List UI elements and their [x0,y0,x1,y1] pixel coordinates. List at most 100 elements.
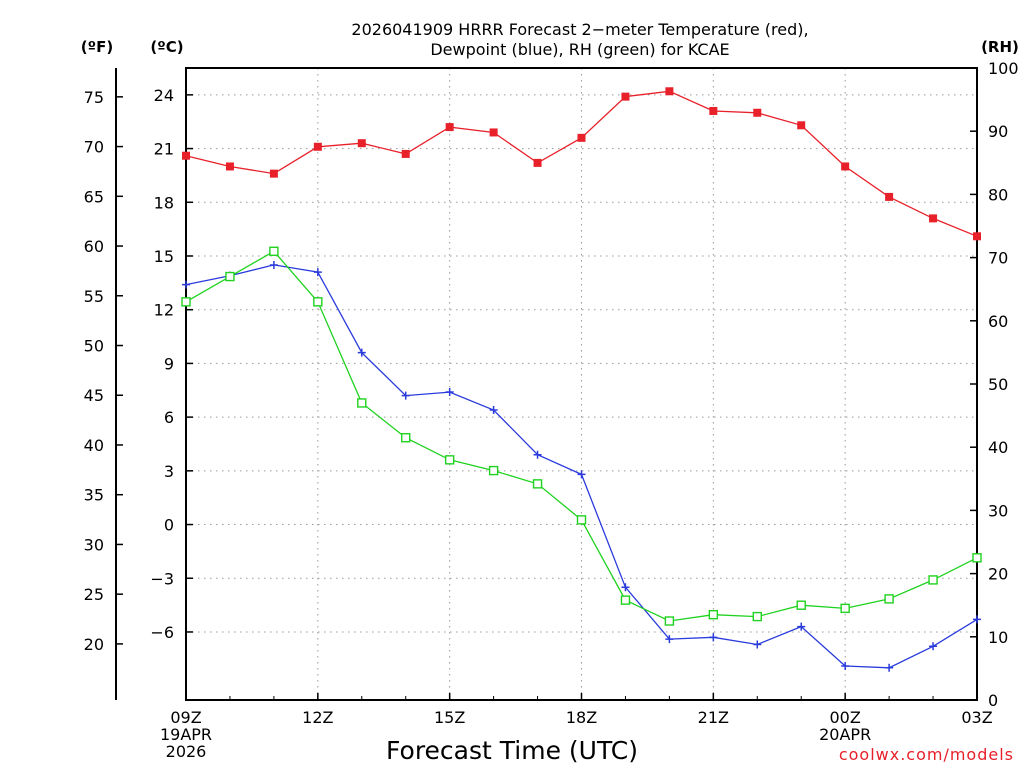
rh-tick-label: 70 [988,249,1008,268]
dewpoint-point [533,450,542,459]
dewpoint-point [269,260,278,269]
time-tick-label: 21Z [698,708,729,727]
dewpoint-point [313,268,322,277]
fahrenheit-tick-label: 50 [84,337,104,356]
fahrenheit-tick-label: 65 [84,187,104,206]
rh-line [185,250,978,622]
rh-point [708,609,719,620]
rh-point [444,455,455,465]
time-tick-label-line: 21Z [698,708,729,727]
rh-point [357,398,367,408]
celsius-tick-label: 18 [154,193,174,212]
rh-point [225,271,235,282]
rh-point [488,465,499,476]
time-tick-label-line: 03Z [961,708,992,727]
fahrenheit-tick-label: 60 [84,237,104,256]
celsius-tick-label: 3 [164,462,174,481]
temperature-point [533,158,542,167]
fahrenheit-tick-label: 30 [84,535,104,554]
dewpoint-point [621,583,630,592]
rh-point [269,246,279,256]
temperature-point [357,139,366,148]
rh-point [532,479,543,489]
temperature-point [709,106,718,115]
dewpoint-point [885,663,894,672]
time-tick-label: 18Z [566,708,597,727]
rh-point [620,595,631,605]
dewpoint-point [577,470,586,479]
rh-point [840,603,850,614]
dewpoint-point [401,391,410,400]
celsius-tick-label: −3 [150,569,174,588]
temperature-point [665,87,674,96]
temperature-point [489,128,498,137]
temperature-point [445,123,454,132]
rh-point [884,594,894,604]
rh-point [796,600,806,610]
rh-point [752,611,762,622]
rh-point [664,616,675,626]
rh-point [972,553,982,563]
celsius-tick-label: 21 [154,140,174,159]
temperature-point [929,214,938,223]
time-tick-label: 12Z [302,708,333,727]
fahrenheit-tick-label: 35 [84,486,104,505]
dewpoint-point [929,642,938,651]
rh-point [401,433,411,443]
rh-tick-label: 0 [988,691,998,710]
rh-tick-label: 40 [988,438,1008,457]
time-tick-label-line: 2026 [166,742,207,761]
time-tick-label: 09Z 19APR 2026 [160,708,212,761]
rh-point [576,515,587,525]
fahrenheit-tick-label: 20 [84,635,104,654]
fahrenheit-tick-label: 40 [84,436,104,455]
dewpoint-point [709,633,718,642]
temperature-point [313,142,322,151]
fahrenheit-tick-label: 25 [84,585,104,604]
time-tick-label: 15Z [434,708,465,727]
celsius-tick-label: 12 [154,301,174,320]
celsius-tick-label: 9 [164,354,174,373]
celsius-tick-label: 15 [154,247,174,266]
fahrenheit-tick-label: 75 [84,88,104,107]
chart-title-line-1: 2026041909 HRRR Forecast 2−meter Tempera… [351,20,808,39]
rh-unit-label: (RH) [981,38,1019,56]
time-tick-label-line: 15Z [434,708,465,727]
rh-tick-label: 50 [988,375,1008,394]
rh-tick-label: 100 [988,59,1019,78]
dewpoint-point [841,661,850,670]
chart-title-line-2: Dewpoint (blue), RH (green) for KCAE [430,40,729,59]
fahrenheit-tick-label: 45 [84,386,104,405]
celsius-tick-label: 6 [164,408,174,427]
time-tick-label-line: 19APR [160,725,212,744]
temperature-point [182,151,190,160]
rh-tick-label: 80 [988,185,1008,204]
dewpoint-line [185,264,978,669]
time-tick-label-line: 09Z [170,708,201,727]
dewpoint-point [797,622,806,631]
time-tick-label-line: 18Z [566,708,597,727]
temperature-point [401,149,410,158]
data-series [181,87,982,672]
temperature-point [621,92,630,101]
temperature-point [225,162,234,171]
source-credit: coolwx.com/models [839,745,1014,764]
temperature-point [753,108,762,117]
rh-tick-label: 30 [988,501,1008,520]
time-tick-label-line: 00Z [830,708,861,727]
dewpoint-point [973,615,981,624]
rh-tick-label: 60 [988,312,1008,331]
time-tick-label: 03Z [961,708,992,727]
dewpoint-point [753,640,762,649]
dewpoint-point [182,280,190,289]
temperature-point [797,121,806,130]
time-tick-label-line: 20APR [819,725,871,744]
temperature-point [973,232,981,241]
celsius-tick-label: 0 [164,516,174,535]
time-tick-label-line: 12Z [302,708,333,727]
fahrenheit-unit-label: (ºF) [81,38,113,56]
dewpoint-point [665,635,674,644]
